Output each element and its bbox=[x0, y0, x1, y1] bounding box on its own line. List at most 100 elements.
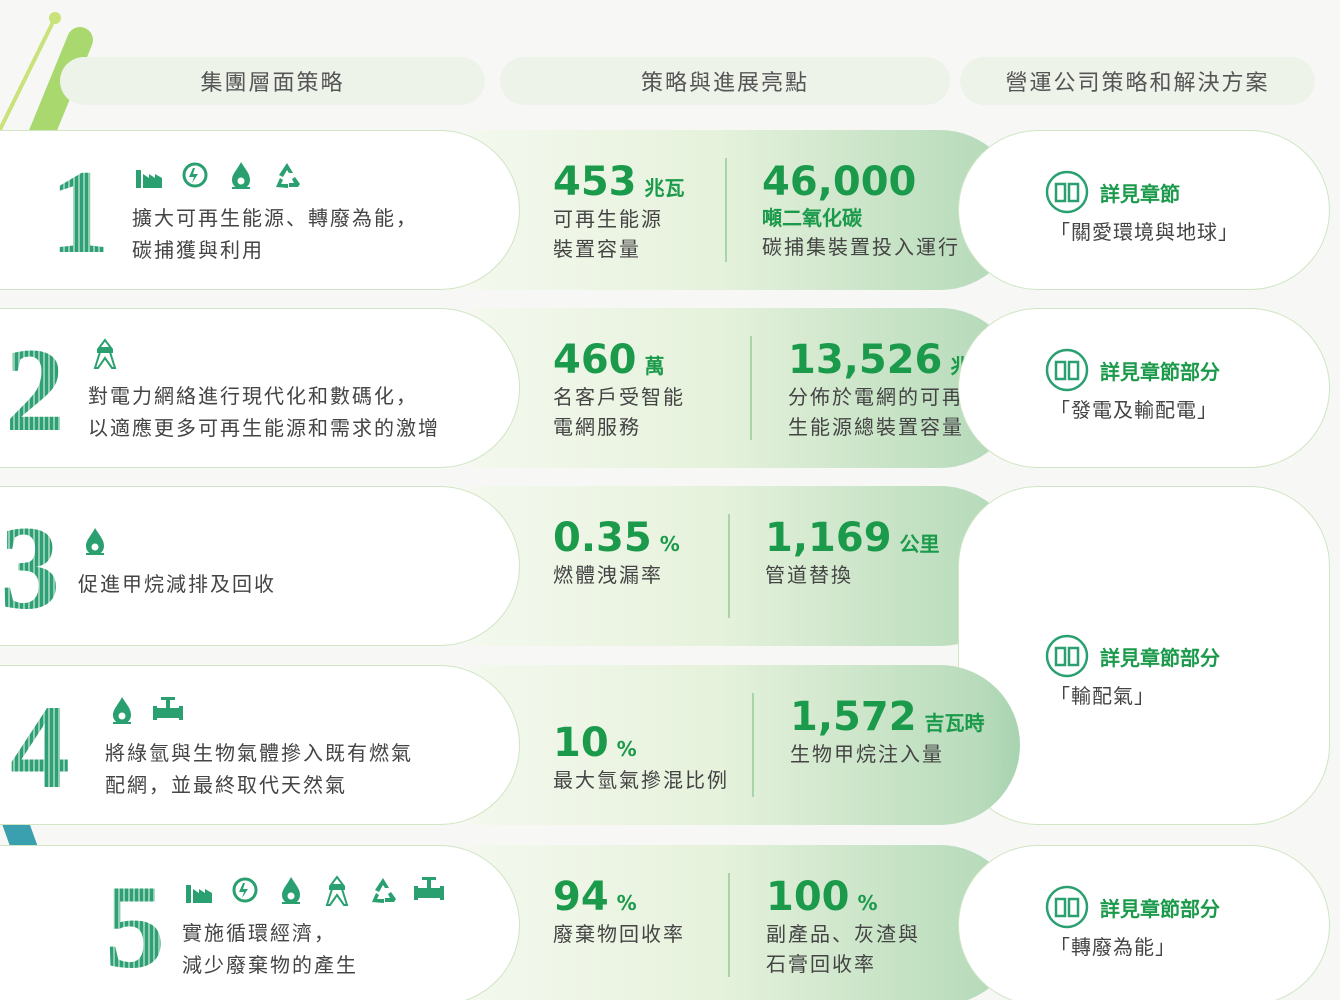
stat-value-line: 1,169 公里 bbox=[765, 516, 940, 560]
reference-chapter: 「輸配氣」 bbox=[1050, 683, 1155, 708]
stat-value: 1,572 bbox=[790, 694, 917, 740]
stat-label: 副產品、灰渣與 bbox=[766, 922, 920, 946]
reference-panel bbox=[958, 130, 1330, 290]
row-number: 2 bbox=[5, 323, 65, 456]
row-number: 1 bbox=[50, 145, 110, 278]
stat-unit: % bbox=[616, 737, 637, 761]
stat: 1,169 公里管道替換 bbox=[765, 516, 940, 590]
divider bbox=[750, 336, 752, 440]
column-header: 策略與進展亮點 bbox=[500, 57, 950, 105]
stat-unit: % bbox=[857, 891, 878, 915]
stat-value: 46,000 bbox=[762, 159, 917, 205]
row-number: 3 bbox=[0, 501, 60, 634]
row-number: 4 bbox=[10, 680, 70, 813]
stat-label: 可再生能源 bbox=[553, 207, 663, 231]
icon-valve bbox=[414, 877, 444, 900]
strategy-text: 將綠氫與生物氣體摻入既有燃氣 配網，並最終取代天然氣 bbox=[105, 737, 413, 801]
icon-flame bbox=[232, 162, 250, 189]
middle-panel bbox=[470, 665, 1020, 825]
reference-title: 詳見章節部分 bbox=[1100, 645, 1220, 670]
stat-value: 94 bbox=[553, 874, 609, 920]
stat-value-line: 453 兆瓦 bbox=[553, 160, 685, 204]
stat: 1,572 吉瓦時生物甲烷注入量 bbox=[790, 695, 985, 769]
icon-cycle bbox=[182, 162, 208, 188]
stat-value-line: 46,000 bbox=[762, 160, 960, 204]
middle-panel bbox=[470, 130, 1020, 290]
icon-tower bbox=[93, 338, 117, 369]
icon-recycle bbox=[372, 878, 396, 903]
icon-valve bbox=[153, 697, 183, 720]
strategy-line: 以適應更多可再生能源和需求的激增 bbox=[88, 416, 440, 440]
strategy-text: 對電力網絡進行現代化和數碼化， 以適應更多可再生能源和需求的激增 bbox=[88, 380, 440, 444]
book-icon bbox=[1045, 634, 1089, 677]
stat: 460 萬名客戶受智能 電網服務 bbox=[553, 338, 685, 442]
book-icon bbox=[1045, 170, 1089, 214]
stat: 453 兆瓦可再生能源裝置容量 bbox=[553, 160, 685, 264]
stat-label: 最大氫氣摻混比例 bbox=[553, 768, 729, 792]
stat-label: 分佈於電網的可再 bbox=[788, 385, 964, 409]
stat-value: 460 bbox=[553, 337, 637, 383]
reference-panel bbox=[958, 308, 1330, 468]
stat: 0.35% 燃體洩漏率 bbox=[553, 516, 680, 590]
stat-label: 名客戶受智能 bbox=[553, 385, 685, 409]
stat-label: 管道替換 bbox=[765, 563, 853, 587]
icon-flame bbox=[86, 528, 104, 555]
stat-unit: 噸二氧化碳 bbox=[762, 206, 862, 230]
strategy-line: 促進甲烷減排及回收 bbox=[78, 572, 276, 596]
stat-value: 100 bbox=[766, 874, 850, 920]
stat-unit: 公里 bbox=[899, 532, 940, 556]
reference-panel bbox=[958, 845, 1330, 1000]
strategy-panel bbox=[0, 845, 520, 1000]
stat-value-line: 1,572 吉瓦時 bbox=[790, 695, 985, 739]
stat-value: 10 bbox=[553, 720, 609, 766]
stat-value: 453 bbox=[553, 159, 637, 205]
column-header: 營運公司策略和解決方案 bbox=[960, 57, 1315, 105]
icon-cycle bbox=[232, 877, 258, 903]
stat: 10% 最大氫氣摻混比例 bbox=[553, 721, 729, 795]
icon-recycle bbox=[276, 163, 300, 188]
strategy-text: 促進甲烷減排及回收 bbox=[78, 568, 276, 600]
stat-unit: % bbox=[616, 891, 637, 915]
strategy-text: 擴大可再生能源、轉廢為能， 碳捕獲與利用 bbox=[132, 202, 418, 266]
stat: 100% 副產品、灰渣與 石膏回收率 bbox=[766, 875, 920, 979]
column-header: 集團層面策略 bbox=[60, 57, 485, 105]
strategy-panel bbox=[0, 308, 520, 468]
strategy-line: 配網，並最終取代天然氣 bbox=[105, 773, 347, 797]
reference-chapter: 「發電及輸配電」 bbox=[1050, 398, 1218, 422]
strategy-line: 對電力網絡進行現代化和數碼化， bbox=[88, 384, 418, 408]
stat-label: 廢棄物回收率 bbox=[553, 922, 685, 946]
stat-label: 裝置容量 bbox=[553, 237, 641, 261]
stat-label: 生物甲烷注入量 bbox=[790, 742, 944, 766]
reference-title: 詳見章節部分 bbox=[1100, 360, 1220, 384]
icon-flame bbox=[282, 877, 300, 904]
reference-chapter: 「關愛環境與地球」 bbox=[1050, 220, 1239, 244]
strategy-text: 實施循環經濟， 減少廢棄物的產生 bbox=[182, 917, 358, 981]
stat: 94% 廢棄物回收率 bbox=[553, 875, 685, 949]
strategy-line: 碳捕獲與利用 bbox=[132, 238, 264, 262]
divider bbox=[728, 873, 730, 977]
stat-unit: 兆瓦 bbox=[644, 176, 685, 200]
icon-factory bbox=[136, 170, 162, 188]
book-icon bbox=[1045, 348, 1089, 392]
stat-value-line: 100% bbox=[766, 875, 920, 919]
book-icon bbox=[1045, 885, 1089, 929]
stat-value: 1,169 bbox=[765, 515, 892, 561]
strategy-line: 將綠氫與生物氣體摻入既有燃氣 bbox=[105, 741, 413, 765]
stat-unit: 萬 bbox=[644, 354, 665, 378]
stat-value-line: 94% bbox=[553, 875, 685, 919]
stat-value-line: 460 萬 bbox=[553, 338, 685, 382]
stat-label: 燃體洩漏率 bbox=[553, 563, 663, 587]
reference-title: 詳見章節部分 bbox=[1100, 897, 1220, 921]
icon-factory bbox=[186, 885, 212, 903]
stat-label: 碳捕集裝置投入運行 bbox=[762, 235, 960, 259]
middle-panel bbox=[470, 845, 1020, 1000]
divider bbox=[725, 158, 727, 262]
stat-unit: % bbox=[659, 532, 680, 556]
divider bbox=[752, 693, 754, 797]
divider bbox=[728, 514, 730, 618]
stat: 46,000 噸二氧化碳碳捕集裝置投入運行 bbox=[762, 160, 960, 262]
middle-panel bbox=[470, 308, 1020, 468]
stat-value-line: 0.35% bbox=[553, 516, 680, 560]
icon-flame bbox=[113, 697, 131, 724]
